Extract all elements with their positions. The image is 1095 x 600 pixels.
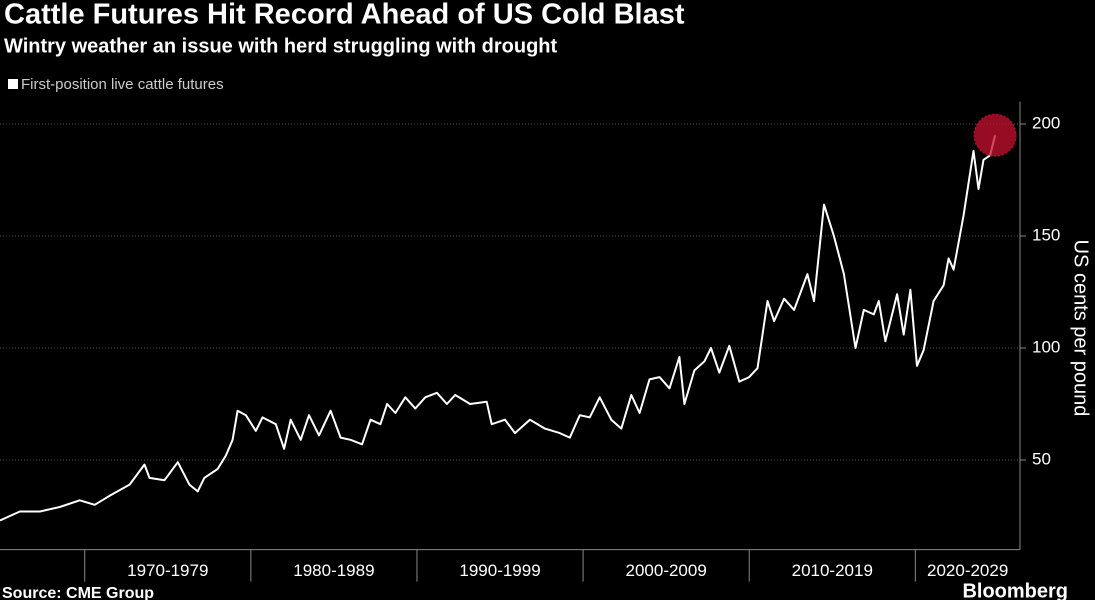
logo: Bloomberg <box>962 580 1068 600</box>
chart-title: Cattle Futures Hit Record Ahead of US Co… <box>4 0 685 31</box>
source: Source: CME Group <box>2 585 154 600</box>
x-band-label: 1970-1979 <box>127 561 208 580</box>
legend-label: First-position live cattle futures <box>21 76 224 93</box>
y-tick-label: 200 <box>1032 113 1060 132</box>
series-line <box>0 134 997 522</box>
x-band-label: 2000-2009 <box>626 561 707 580</box>
x-band-label: 1990-1999 <box>459 561 540 580</box>
y-tick-label: 100 <box>1032 337 1060 356</box>
x-band-label: 1980-1989 <box>293 561 374 580</box>
legend-swatch <box>8 79 18 89</box>
x-band-label: 2020-2029 <box>927 561 1008 580</box>
highlight-marker <box>973 113 1017 157</box>
y-tick-label: 50 <box>1032 449 1051 468</box>
y-tick-label: 150 <box>1032 225 1060 244</box>
y-axis-title: US cents per pound <box>1070 240 1092 417</box>
chart-subtitle: Wintry weather an issue with herd strugg… <box>4 35 558 57</box>
x-band-label: 2010-2019 <box>792 561 873 580</box>
